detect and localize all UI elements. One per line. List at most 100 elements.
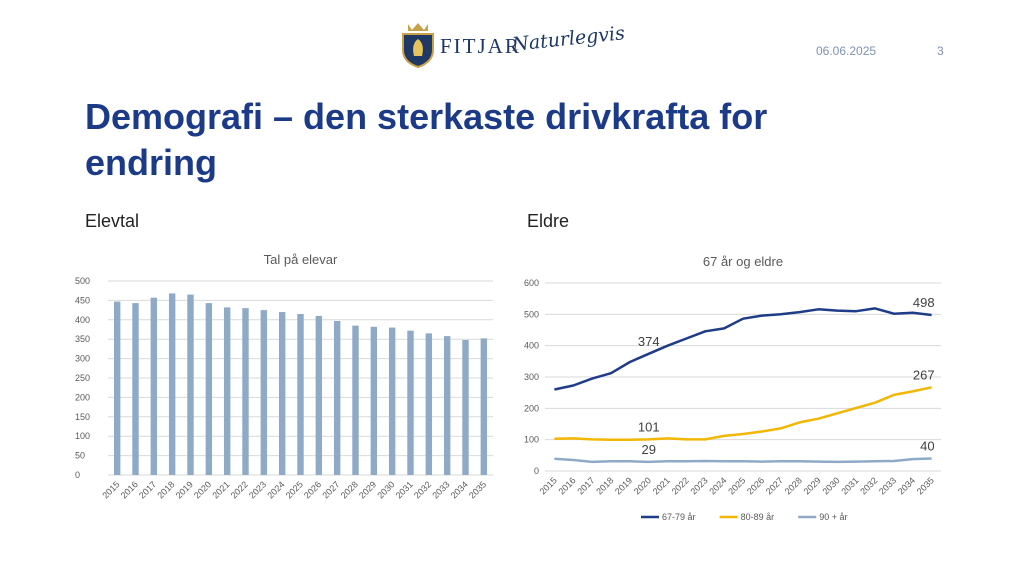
x-tick-label: 2019 [613, 475, 634, 496]
logo-tagline: Naturlegvis [511, 22, 626, 56]
slide-number: 3 [937, 44, 944, 58]
bar [388, 327, 396, 475]
bar [205, 303, 213, 475]
x-tick-label: 2019 [174, 479, 195, 500]
x-tick-label: 2031 [839, 475, 860, 496]
y-tick-label: 300 [75, 354, 90, 364]
chart-title: 67 år og eldre [703, 254, 783, 269]
x-tick-label: 2016 [119, 479, 140, 500]
x-tick-label: 2033 [877, 475, 898, 496]
x-tick-label: 2027 [320, 479, 341, 500]
y-tick-label: 600 [524, 278, 539, 288]
line-chart-eldre: 67 år og eldre01002003004005006002015201… [524, 254, 941, 522]
y-tick-label: 500 [75, 276, 90, 286]
data-label: 267 [913, 367, 935, 382]
x-tick-label: 2024 [707, 475, 728, 496]
legend-label: 67-79 år [662, 512, 696, 522]
x-tick-label: 2026 [745, 475, 766, 496]
coat-of-arms-icon [402, 23, 434, 68]
x-tick-label: 2020 [632, 475, 653, 496]
bar [480, 338, 488, 475]
x-tick-label: 2033 [430, 479, 451, 500]
x-tick-label: 2021 [651, 475, 672, 496]
bar [333, 320, 341, 475]
bar [425, 333, 433, 475]
bar [370, 326, 378, 475]
logo-wordmark: FITJAR [440, 34, 521, 58]
x-tick-label: 2025 [726, 475, 747, 496]
x-tick-label: 2021 [210, 479, 231, 500]
x-tick-label: 2034 [896, 475, 917, 496]
y-tick-label: 400 [75, 315, 90, 325]
bar [242, 308, 249, 475]
slide-date: 06.06.2025 [816, 44, 877, 58]
y-tick-label: 0 [75, 470, 80, 480]
bar [407, 330, 414, 475]
x-tick-label: 2020 [192, 479, 213, 500]
y-tick-label: 300 [524, 372, 539, 382]
x-tick-label: 2024 [265, 479, 286, 500]
x-tick-label: 2030 [820, 475, 841, 496]
x-tick-label: 2016 [556, 475, 577, 496]
y-tick-label: 400 [524, 341, 539, 351]
data-label: 374 [638, 334, 660, 349]
x-tick-label: 2015 [100, 479, 121, 500]
bar [278, 312, 286, 475]
x-tick-label: 2017 [575, 475, 596, 496]
y-tick-label: 100 [524, 435, 539, 445]
bar-chart-elevtal: Tal på elevar 0 50 100 150 200 250 300 350 400 450… [75, 252, 493, 501]
x-tick-label: 2015 [538, 475, 559, 496]
x-tick-label: 2031 [394, 479, 415, 500]
x-tick-label: 2023 [688, 475, 709, 496]
x-tick-label: 2029 [802, 475, 823, 496]
y-tick-label: 200 [524, 403, 539, 413]
bar [223, 307, 231, 475]
bar [443, 336, 451, 475]
x-tick-label: 2022 [670, 475, 691, 496]
x-tick-label: 2018 [155, 479, 176, 500]
y-tick-label: 50 [75, 451, 85, 461]
data-label: 498 [913, 295, 935, 310]
bar [297, 313, 304, 475]
x-tick-label: 2035 [915, 475, 936, 496]
y-tick-label: 0 [534, 466, 539, 476]
bar [150, 297, 158, 475]
bar [315, 315, 323, 475]
x-tick-label: 2028 [783, 475, 804, 496]
bar [113, 301, 121, 475]
y-tick-label: 500 [524, 309, 539, 319]
series-line [554, 457, 932, 464]
bar [187, 294, 194, 475]
series-line [554, 307, 932, 391]
x-tick-label: 2027 [764, 475, 785, 496]
y-tick-label: 350 [75, 334, 90, 344]
y-tick-label: 450 [75, 295, 90, 305]
data-label: 101 [638, 419, 660, 434]
x-tick-label: 2023 [247, 479, 268, 500]
slide-title: Demografi – den sterkaste drivkrafta for… [85, 96, 768, 183]
x-tick-label: 2029 [357, 479, 378, 500]
legend-label: 90 + år [819, 512, 847, 522]
bar [132, 303, 139, 475]
x-tick-label: 2018 [594, 475, 615, 496]
section-label-eldre: Eldre [527, 211, 570, 231]
y-tick-label: 150 [75, 412, 90, 422]
data-label: 29 [641, 442, 655, 457]
bar [352, 325, 359, 475]
x-tick-label: 2030 [375, 479, 396, 500]
legend-label: 80-89 år [741, 512, 775, 522]
bar [462, 339, 469, 475]
data-label: 40 [920, 438, 934, 453]
x-tick-label: 2017 [137, 479, 158, 500]
fitjar-logo: FITJAR Naturlegvis [400, 20, 626, 72]
series-line [554, 386, 932, 441]
x-tick-label: 2028 [339, 479, 360, 500]
bar [260, 310, 268, 475]
section-label-elevtal: Elevtal [85, 211, 140, 231]
y-tick-label: 250 [75, 373, 90, 383]
bar [168, 293, 176, 475]
y-tick-label: 100 [75, 431, 90, 441]
x-tick-label: 2026 [302, 479, 323, 500]
x-tick-label: 2032 [858, 475, 879, 496]
y-tick-label: 200 [75, 392, 90, 402]
